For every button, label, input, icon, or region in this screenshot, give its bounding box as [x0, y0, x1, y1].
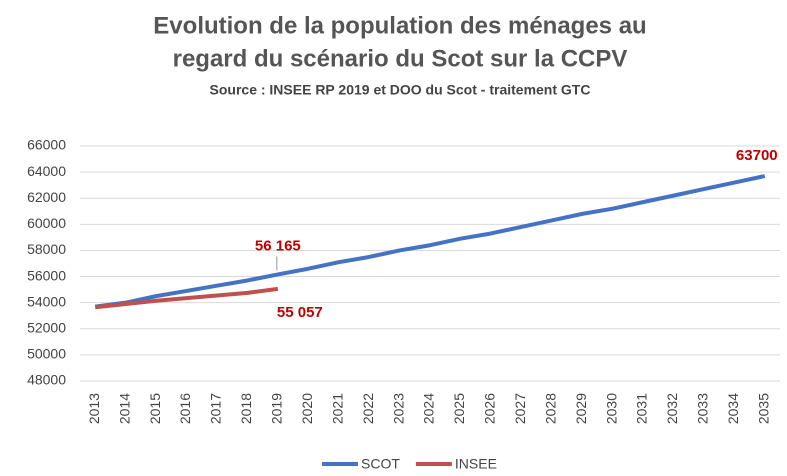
x-tick-label: 2026: [482, 393, 498, 424]
x-tick-label: 2013: [86, 393, 102, 424]
y-tick-label: 52000: [27, 319, 66, 335]
x-tick-label: 2032: [664, 393, 680, 424]
data-label: 56 165: [255, 237, 301, 254]
y-tick-label: 56000: [27, 267, 66, 283]
x-tick-label: 2030: [603, 393, 619, 424]
x-tick-label: 2031: [634, 393, 650, 424]
x-tick-label: 2035: [755, 393, 771, 424]
x-tick-label: 2033: [695, 393, 711, 424]
y-tick-label: 64000: [27, 163, 66, 179]
x-tick-label: 2029: [573, 393, 589, 424]
chart-title: Evolution de la population des ménages a…: [153, 12, 646, 39]
data-label: 55 057: [277, 304, 323, 321]
x-tick-label: 2020: [299, 393, 315, 424]
legend-label: INSEE: [455, 456, 497, 472]
x-tick-label: 2027: [512, 393, 528, 424]
chart-subtitle: Source : INSEE RP 2019 et DOO du Scot - …: [210, 82, 591, 98]
y-tick-label: 48000: [27, 372, 66, 388]
x-tick-label: 2024: [421, 393, 437, 424]
data-label: 63700: [736, 147, 778, 164]
x-tick-label: 2022: [360, 393, 376, 424]
x-tick-label: 2014: [116, 393, 132, 424]
x-tick-label: 2023: [390, 393, 406, 424]
x-tick-label: 2016: [177, 393, 193, 424]
series-line: [95, 286, 279, 310]
legend-label: SCOT: [361, 456, 400, 472]
x-tick-label: 2034: [725, 393, 741, 424]
y-tick-label: 60000: [27, 215, 66, 231]
x-tick-label: 2015: [147, 393, 163, 424]
y-tick-label: 50000: [27, 346, 66, 362]
series-line: [94, 174, 766, 309]
x-tick-label: 2028: [542, 393, 558, 424]
chart-title: regard du scénario du Scot sur la CCPV: [173, 45, 628, 72]
y-tick-label: 58000: [27, 241, 66, 257]
y-tick-label: 54000: [27, 293, 66, 309]
x-tick-label: 2018: [238, 393, 254, 424]
x-tick-label: 2017: [208, 393, 224, 424]
x-tick-label: 2025: [451, 393, 467, 424]
x-tick-label: 2021: [329, 393, 345, 424]
x-tick-label: 2019: [269, 393, 285, 424]
y-tick-label: 62000: [27, 189, 66, 205]
y-tick-label: 66000: [27, 137, 66, 153]
